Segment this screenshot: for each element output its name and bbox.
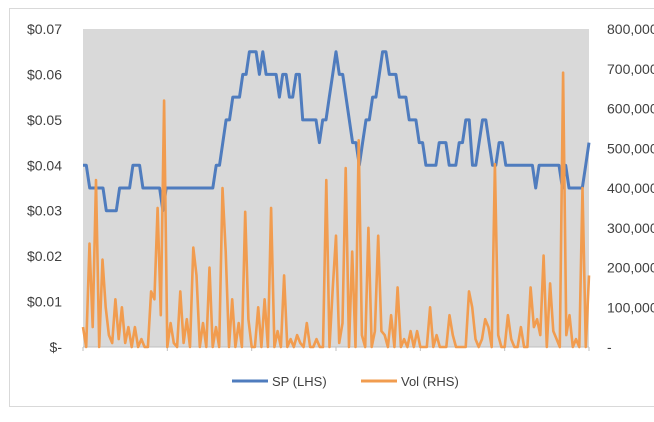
left-axis-tick-label: $0.01 [27, 294, 62, 310]
left-axis-tick-label: $0.05 [27, 112, 62, 128]
legend: SP (LHS) Vol (RHS) [232, 374, 459, 389]
chart-frame: $- $0.01 $0.02 $0.03 $0.04 $0.05 $0.06 $0.07 - 1… [9, 8, 654, 407]
left-axis-tick-label: $0.04 [27, 157, 62, 173]
left-axis-tick-label: $0.07 [27, 21, 62, 37]
legend-label: SP (LHS) [272, 374, 327, 389]
left-axis-tick-labels: $- $0.01 $0.02 $0.03 $0.04 $0.05 $0.06 $0.07 [27, 21, 62, 355]
right-axis-tick-labels: - 100,000 200,000 300,000 400,000 500,000 600,… [607, 21, 654, 355]
x-axis-ticks [82, 347, 590, 351]
right-axis-tick-label: 200,000 [607, 260, 654, 276]
right-axis-tick-label: 700,000 [607, 61, 654, 77]
left-axis-tick-label: $0.02 [27, 248, 62, 264]
right-axis-tick-label: 600,000 [607, 101, 654, 117]
right-axis-tick-label: 300,000 [607, 220, 654, 236]
left-axis-tick-label: $0.03 [27, 203, 62, 219]
right-axis-tick-label: - [607, 339, 612, 355]
right-axis-tick-label: 800,000 [607, 21, 654, 37]
right-axis-tick-label: 400,000 [607, 180, 654, 196]
right-axis-tick-label: 500,000 [607, 140, 654, 156]
legend-label: Vol (RHS) [401, 374, 459, 389]
left-axis-tick-label: $0.06 [27, 66, 62, 82]
series-layer [81, 50, 591, 349]
series-line-vol [81, 71, 591, 349]
left-axis-tick-label: $- [50, 339, 63, 355]
series-line-sp [83, 50, 591, 213]
right-axis-tick-label: 100,000 [607, 299, 654, 315]
chart: $- $0.01 $0.02 $0.03 $0.04 $0.05 $0.06 $0.07 - 1… [27, 21, 654, 389]
